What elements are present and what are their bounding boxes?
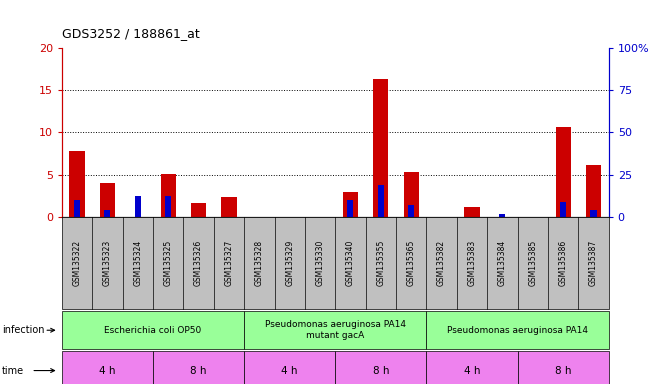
Bar <box>70 151 85 217</box>
Text: 8 h: 8 h <box>190 366 207 376</box>
Bar <box>165 196 171 217</box>
Text: GSM135386: GSM135386 <box>559 240 568 286</box>
Bar <box>408 205 414 217</box>
Text: GSM135324: GSM135324 <box>133 240 143 286</box>
Text: Pseudomonas aeruginosa PA14: Pseudomonas aeruginosa PA14 <box>447 326 588 335</box>
Text: GSM135382: GSM135382 <box>437 240 446 286</box>
Bar <box>373 79 389 217</box>
Text: GSM135384: GSM135384 <box>498 240 507 286</box>
Bar <box>343 192 358 217</box>
Text: 4 h: 4 h <box>281 366 298 376</box>
Text: GDS3252 / 188861_at: GDS3252 / 188861_at <box>62 27 200 40</box>
Bar <box>499 214 505 217</box>
Text: GSM135328: GSM135328 <box>255 240 264 286</box>
Text: Escherichia coli OP50: Escherichia coli OP50 <box>104 326 202 335</box>
Text: GSM135387: GSM135387 <box>589 240 598 286</box>
Text: GSM135340: GSM135340 <box>346 240 355 286</box>
Bar <box>135 196 141 217</box>
Text: time: time <box>2 366 24 376</box>
Text: GSM135327: GSM135327 <box>225 240 234 286</box>
Text: Pseudomonas aeruginosa PA14
mutant gacA: Pseudomonas aeruginosa PA14 mutant gacA <box>265 320 406 340</box>
Text: GSM135365: GSM135365 <box>407 240 416 286</box>
Text: 8 h: 8 h <box>555 366 572 376</box>
Text: GSM135385: GSM135385 <box>528 240 537 286</box>
Text: GSM135322: GSM135322 <box>72 240 81 286</box>
Text: 4 h: 4 h <box>99 366 116 376</box>
Bar <box>555 127 571 217</box>
Bar <box>590 210 596 217</box>
Bar <box>586 166 601 217</box>
Bar <box>74 200 80 217</box>
Text: 8 h: 8 h <box>372 366 389 376</box>
Bar <box>161 174 176 217</box>
Text: GSM135330: GSM135330 <box>316 240 325 286</box>
Bar <box>464 207 480 217</box>
Bar <box>221 197 236 217</box>
Text: GSM135323: GSM135323 <box>103 240 112 286</box>
Text: GSM135383: GSM135383 <box>467 240 477 286</box>
Text: infection: infection <box>2 325 44 335</box>
Text: GSM135325: GSM135325 <box>163 240 173 286</box>
Bar <box>378 185 384 217</box>
Text: GSM135355: GSM135355 <box>376 240 385 286</box>
Bar <box>191 203 206 217</box>
Bar <box>100 183 115 217</box>
Text: 4 h: 4 h <box>464 366 480 376</box>
Bar <box>104 210 111 217</box>
Bar <box>348 200 353 217</box>
Text: GSM135329: GSM135329 <box>285 240 294 286</box>
Bar <box>404 172 419 217</box>
Text: GSM135326: GSM135326 <box>194 240 203 286</box>
Bar <box>560 202 566 217</box>
